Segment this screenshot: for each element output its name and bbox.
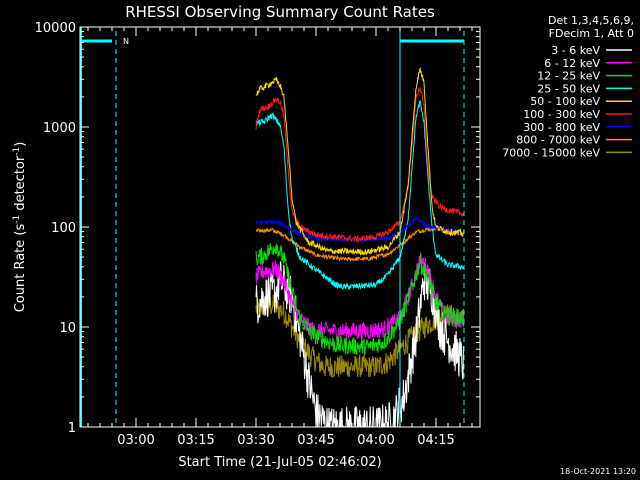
legend-label: 3 - 6 keV xyxy=(551,44,600,57)
y-tick-label: 100 xyxy=(51,221,76,236)
legend-label: 6 - 12 keV xyxy=(544,57,600,70)
series-line-50-100-kev xyxy=(255,66,465,256)
series-line-7000-15000-kev xyxy=(255,294,465,379)
y-tick-label: 10 xyxy=(59,321,76,336)
series-line-800-7000-kev xyxy=(255,225,465,263)
legend: Det 1,3,4,5,6,9,FDecim 1, Att 0 3 - 6 keV… xyxy=(502,14,634,159)
x-tick-label: 03:15 xyxy=(177,433,214,448)
series-layer xyxy=(255,66,465,428)
series-line-25-50-kev xyxy=(255,100,465,290)
y-axis-label: Count Rate (s-1 detector-1) xyxy=(12,142,28,313)
y-tick-label: 1 xyxy=(68,421,76,436)
y-tick-label: 1000 xyxy=(43,121,76,136)
x-tick-label: 04:00 xyxy=(357,433,394,448)
series-line-12-25-kev xyxy=(255,242,465,356)
saa-label: N xyxy=(123,37,129,46)
legend-header-line: FDecim 1, Att 0 xyxy=(549,27,634,40)
legend-label: 12 - 25 keV xyxy=(537,70,600,83)
x-tick-label: 03:30 xyxy=(237,433,274,448)
x-tick-label: 03:45 xyxy=(297,433,334,448)
x-tick-label: 04:15 xyxy=(417,433,454,448)
y-tick-label: 10000 xyxy=(35,21,76,36)
legend-header-line: Det 1,3,4,5,6,9, xyxy=(548,14,634,27)
legend-label: 300 - 800 keV xyxy=(523,121,600,134)
legend-label: 25 - 50 keV xyxy=(537,82,600,95)
legend-label: 800 - 7000 keV xyxy=(516,134,600,147)
chart-title: RHESSI Observing Summary Count Rates xyxy=(125,3,435,21)
x-axis-label: Start Time (21-Jul-05 02:46:02) xyxy=(178,455,381,470)
footer-timestamp: 18-Oct-2021 13:20 xyxy=(560,467,636,476)
legend-label: 50 - 100 keV xyxy=(530,95,600,108)
x-tick-label: 03:00 xyxy=(117,433,154,448)
legend-label: 100 - 300 keV xyxy=(523,108,600,121)
legend-label: 7000 - 15000 keV xyxy=(502,146,600,159)
series-line-100-300-kev xyxy=(255,86,465,244)
tick-layer: 03:00 03:15 03:30 03:45 04:00 04:15 1 10 100 1000… xyxy=(35,21,480,448)
